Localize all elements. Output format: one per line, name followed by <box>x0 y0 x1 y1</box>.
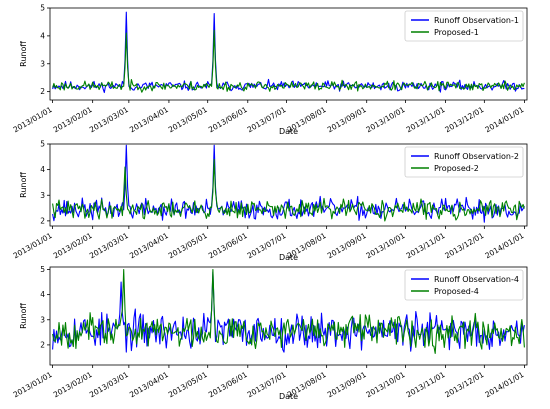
x-tick-label: 2013/06/01 <box>207 105 249 135</box>
y-tick-label: 3 <box>40 59 45 68</box>
legend-box <box>404 10 524 42</box>
y-tick-label: 5 <box>40 265 45 274</box>
legend-entry-1: Runoff Observation-4 <box>434 275 519 284</box>
x-axis-label: Date <box>279 127 298 136</box>
x-tick-label: 2013/02/01 <box>52 105 94 135</box>
y-axis-label: Runoff <box>19 303 28 329</box>
x-tick-label: 2013/03/01 <box>88 105 130 135</box>
x-tick-label: 2013/06/01 <box>207 370 249 400</box>
x-tick-label: 2013/03/01 <box>88 231 130 261</box>
legend-box <box>404 269 524 301</box>
y-tick-label: 4 <box>40 290 45 299</box>
x-tick-label: 2013/11/01 <box>405 105 447 135</box>
x-tick-label: 2013/09/01 <box>326 105 368 135</box>
x-tick-label: 2013/05/01 <box>167 231 209 261</box>
legend-box <box>404 146 524 178</box>
x-tick-label: 2013/01/01 <box>12 231 54 261</box>
legend-entry-2: Proposed-2 <box>434 164 479 173</box>
y-axis-label: Runoff <box>19 41 28 67</box>
x-tick-label: 2013/12/01 <box>443 370 485 400</box>
y-tick-label: 3 <box>40 315 45 324</box>
legend-entry-1: Runoff Observation-2 <box>434 152 519 161</box>
axes-frame <box>49 7 528 101</box>
series-line-3-1 <box>52 271 525 353</box>
x-axis-label: Date <box>279 392 298 401</box>
legend-entry-1: Runoff Observation-1 <box>434 16 519 25</box>
series-line-1-1 <box>52 11 525 94</box>
series-line-2-2 <box>52 158 525 222</box>
y-tick-label: 4 <box>40 165 45 174</box>
x-tick-label: 2013/09/01 <box>326 370 368 400</box>
x-tick-label: 2013/02/01 <box>52 370 94 400</box>
y-tick-label: 2 <box>40 87 45 96</box>
x-tick-label: 2013/10/01 <box>365 105 407 135</box>
series-line-3-2 <box>52 268 525 354</box>
x-tick-label: 2013/11/01 <box>405 370 447 400</box>
x-tick-label: 2013/09/01 <box>326 231 368 261</box>
x-tick-label: 2013/04/01 <box>128 231 170 261</box>
x-tick-label: 2013/05/01 <box>167 370 209 400</box>
axes-frame <box>49 143 528 227</box>
y-tick-label: 2 <box>40 340 45 349</box>
x-tick-label: 2013/01/01 <box>12 370 54 400</box>
series-line-1-2 <box>52 29 525 93</box>
x-tick-label: 2013/04/01 <box>128 370 170 400</box>
x-tick-label: 2013/10/01 <box>365 370 407 400</box>
chart-panel-1: 23452013/01/012013/02/012013/03/012013/0… <box>12 4 528 136</box>
legend-entry-2: Proposed-1 <box>434 28 479 37</box>
y-tick-label: 5 <box>40 4 45 13</box>
axes-frame <box>49 266 528 366</box>
y-tick-label: 3 <box>40 191 45 200</box>
chart-panel-3: 23452013/01/012013/02/012013/03/012013/0… <box>12 265 528 401</box>
x-tick-label: 2013/06/01 <box>207 231 249 261</box>
x-tick-label: 2013/05/01 <box>167 105 209 135</box>
y-tick-label: 2 <box>40 216 45 225</box>
x-tick-label: 2013/12/01 <box>443 105 485 135</box>
x-tick-label: 2014/01/01 <box>483 105 525 135</box>
x-tick-label: 2013/02/01 <box>52 231 94 261</box>
x-tick-label: 2014/01/01 <box>483 370 525 400</box>
y-tick-label: 5 <box>40 140 45 149</box>
x-tick-label: 2013/01/01 <box>12 105 54 135</box>
x-tick-label: 2014/01/01 <box>483 231 525 261</box>
x-tick-label: 2013/03/01 <box>88 370 130 400</box>
x-tick-label: 2013/11/01 <box>405 231 447 261</box>
chart-panel-2: 23452013/01/012013/02/012013/03/012013/0… <box>12 140 528 262</box>
x-tick-label: 2013/04/01 <box>128 105 170 135</box>
x-tick-label: 2013/10/01 <box>365 231 407 261</box>
legend-entry-2: Proposed-4 <box>434 287 479 296</box>
x-tick-label: 2013/12/01 <box>443 231 485 261</box>
y-axis-label: Runoff <box>19 172 28 198</box>
x-axis-label: Date <box>279 253 298 262</box>
y-tick-label: 4 <box>40 31 45 40</box>
